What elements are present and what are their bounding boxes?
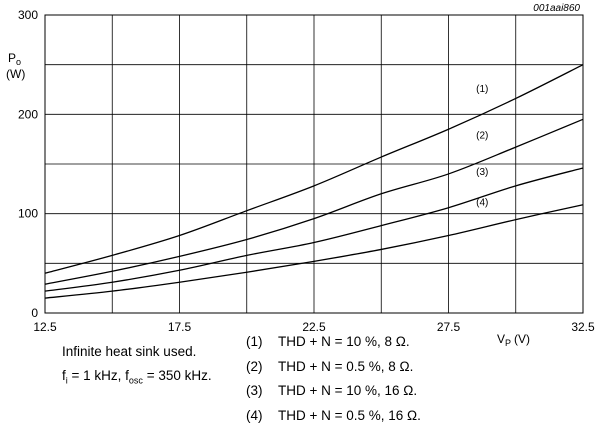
curve-label-1: (1) — [476, 84, 488, 95]
y-tick-label: 100 — [18, 207, 38, 221]
y-tick-label: 0 — [31, 306, 38, 320]
y-axis-label: Po — [8, 51, 21, 67]
legend-item-2: (2)THD + N = 0.5 %, 8 Ω. — [246, 355, 421, 380]
legend-item-4: (4)THD + N = 0.5 %, 16 Ω. — [246, 404, 421, 428]
reference-code: 001aai860 — [533, 3, 580, 14]
y-tick-label: 300 — [18, 8, 38, 22]
curve-label-2: (2) — [476, 131, 488, 142]
note-frequency: fi = 1 kHz, fosc = 350 kHz. — [62, 364, 212, 393]
x-tick-label: 27.5 — [437, 320, 461, 334]
legend-item-3: (3)THD + N = 10 %, 16 Ω. — [246, 379, 421, 404]
x-tick-label: 12.5 — [33, 320, 57, 334]
legend-item-1: (1)THD + N = 10 %, 8 Ω. — [246, 330, 421, 355]
chart-notes: Infinite heat sink used. fi = 1 kHz, fos… — [62, 340, 212, 393]
y-tick-label: 200 — [18, 107, 38, 121]
x-tick-label: 32.5 — [571, 320, 595, 334]
curve-labels: (1) (2) (3) (4) — [476, 84, 488, 209]
curve-label-4: (4) — [476, 198, 488, 209]
x-axis-label: VP(V) — [497, 332, 530, 348]
curve-label-3: (3) — [476, 167, 488, 178]
note-heat-sink: Infinite heat sink used. — [62, 340, 212, 364]
x-tick-label: 17.5 — [168, 320, 192, 334]
y-axis-ticks: 0 100 200 300 — [18, 8, 38, 320]
legend: (1)THD + N = 10 %, 8 Ω. (2)THD + N = 0.5… — [246, 330, 421, 428]
y-axis-unit: (W) — [6, 67, 25, 81]
